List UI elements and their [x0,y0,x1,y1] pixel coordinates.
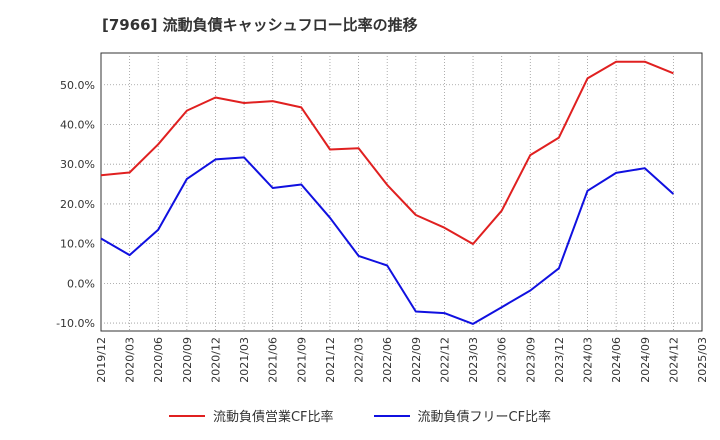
legend-swatch-free-cf [373,414,410,417]
x-tick-label: 2023/12 [553,337,566,383]
x-tick-label: 2020/09 [181,337,194,383]
x-tick-label: 2024/03 [582,337,595,383]
legend-swatch-operating-cf [168,414,205,417]
x-tick-label: 2020/12 [209,337,222,383]
y-tick-label: 30.0% [60,158,95,171]
x-tick-label: 2022/03 [353,337,366,383]
legend-label-operating-cf: 流動負債営業CF比率 [212,410,334,425]
legend-item-operating-cf: 流動負債営業CF比率 [168,406,334,425]
y-tick-label: 10.0% [60,238,95,251]
x-tick-label: 2019/12 [95,337,108,383]
x-tick-label: 2021/09 [295,337,308,383]
y-tick-label: 40.0% [60,118,95,131]
grid [100,52,703,332]
legend-item-free-cf: 流動負債フリーCF比率 [373,406,552,425]
y-tick-labels: -10.0% 0.0% 10.0% 20.0% 30.0% 40.0% 50.0% [56,79,95,330]
chart-title: [7966] 流動負債キャッシュフロー比率の推移 [102,16,418,34]
plot-frame [100,52,703,332]
x-tick-label: 2020/03 [124,337,137,383]
x-tick-label: 2023/06 [496,337,509,383]
legend-label-free-cf: 流動負債フリーCF比率 [417,410,552,425]
x-tick-label: 2024/09 [639,337,652,383]
series-line-free-cf [100,156,675,325]
y-tick-label: 0.0% [67,277,95,290]
x-tick-label: 2022/12 [438,337,451,383]
x-tick-label: 2021/06 [267,337,280,383]
y-tick-label: -10.0% [56,317,95,330]
x-tick-labels: 2019/12 2020/03 2020/06 2020/09 2020/12 2021/… [95,337,709,383]
legend: 流動負債営業CF比率 流動負債フリーCF比率 [0,406,720,425]
y-tick-label: 20.0% [60,198,95,211]
x-tick-label: 2024/06 [610,337,623,383]
x-tick-label: 2020/06 [152,337,165,383]
plot-area [100,60,675,325]
x-tick-label: 2022/06 [381,337,394,383]
x-tick-label: 2025/03 [696,337,709,383]
x-tick-label: 2021/03 [238,337,251,383]
x-tick-label: 2023/09 [524,337,537,383]
series-line-operating-cf [100,60,674,245]
x-tick-label: 2024/12 [667,337,680,383]
x-tick-label: 2022/09 [410,337,423,383]
y-tick-label: 50.0% [60,79,95,92]
x-tick-label: 2023/03 [467,337,480,383]
x-tick-label: 2021/12 [324,337,337,383]
